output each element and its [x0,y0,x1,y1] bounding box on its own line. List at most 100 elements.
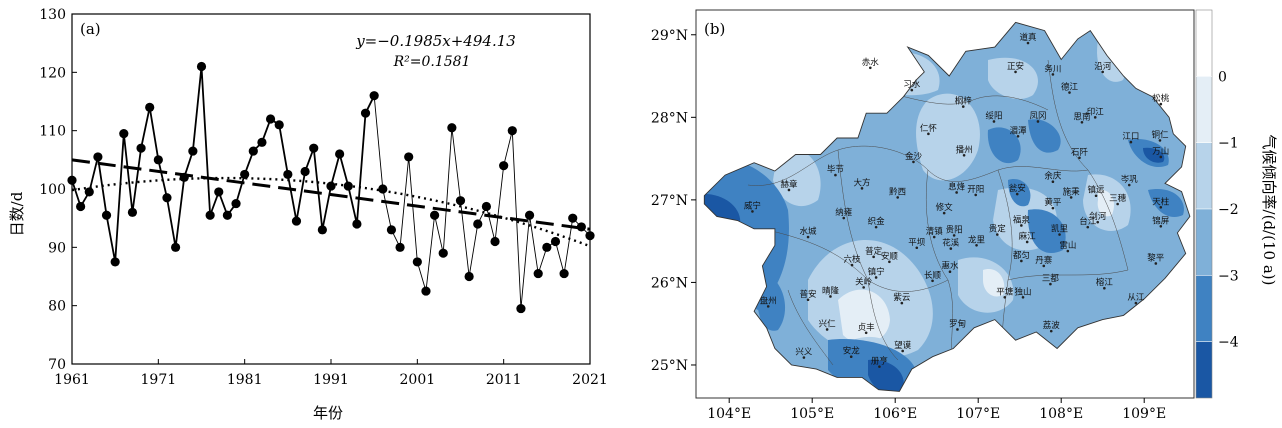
city-label: 凤冈 [1029,111,1046,121]
colorbar-band [1196,10,1212,77]
city-dot [1068,91,1071,94]
city-dot [1036,120,1040,123]
regression-equation: y=−0.1985x+494.13 [355,32,516,50]
x-tick-label: 2001 [400,372,436,388]
city-label: 三都 [1042,274,1060,284]
data-point [162,193,172,203]
x-tick-label: 2011 [486,372,522,388]
x-axis-label: 年份 [313,404,343,422]
data-point [214,187,224,197]
city-label: 镇远 [1088,185,1106,196]
city-label: 习水 [903,79,921,90]
x-tick-label: 1961 [54,372,90,388]
data-point [335,149,345,159]
data-point [524,210,535,220]
data-point [283,169,293,180]
y-tick-label: 120 [39,65,66,81]
city-dot [901,349,904,353]
data-point [464,271,474,282]
city-dot [931,279,934,283]
colorbar-tick-label: −1 [1218,136,1239,152]
city-dot [751,210,754,213]
data-point [507,126,517,136]
city-label: 织金 [868,216,886,227]
data-point [550,236,561,247]
city-dot [1159,155,1163,159]
city-dot [1158,139,1162,142]
x-tick-label: 2021 [572,372,608,388]
city-label: 安顺 [881,251,899,262]
data-point [179,172,189,182]
data-point [93,152,103,162]
data-point [473,219,483,229]
city-label: 锦屏 [1152,215,1170,226]
city-label: 龙里 [968,234,986,245]
city-dot [862,286,865,289]
city-label: 福泉 [1013,214,1031,225]
x-tick-label: 1981 [227,372,263,388]
city-dot [1159,224,1163,228]
city-dot [1021,295,1025,299]
city-dot [1096,220,1100,224]
city-dot [952,234,956,237]
city-dot [995,233,999,236]
city-dot [1069,196,1073,199]
city-label: 普定 [865,246,883,257]
lat-tick-label: 29°N [651,28,688,44]
data-point [378,184,388,194]
city-dot [927,132,930,136]
city-label: 瓮安 [1009,183,1026,194]
colorbar-band [1196,208,1212,276]
city-label: 余庆 [1044,171,1062,182]
city-dot [1020,259,1023,263]
city-dot [834,173,837,177]
data-point [145,102,155,112]
series-line-early [71,66,375,263]
data-point [222,210,232,220]
city-label: 金沙 [905,151,923,162]
city-dot [888,260,891,264]
city-label: 紫云 [893,293,911,303]
city-dot [1159,102,1163,106]
city-label: 台江 [1079,216,1097,227]
city-dot [850,263,854,267]
city-dot [829,295,832,298]
city-dot [1003,295,1007,299]
city-label: 毕节 [827,164,845,175]
city-label: 德江 [1061,82,1079,93]
city-label: 岑巩 [1121,174,1139,185]
city-dot [1025,240,1029,244]
colorbar-band [1196,275,1212,342]
city-label: 赤水 [862,57,880,68]
data-point [360,108,371,118]
city-label: 息烽 [948,181,966,192]
city-label: 普安 [800,289,817,300]
colorbar-label: 气候倾向率/(d/(10 a)) [1260,135,1278,286]
data-point [171,242,181,252]
colorbar-band [1196,142,1212,209]
panel-label-b: (b) [704,20,725,38]
city-label: 惠水 [941,261,959,272]
city-dot [806,235,810,239]
city-label: 罗甸 [949,318,966,329]
city-label: 六枝 [844,254,862,265]
data-point [542,242,552,252]
city-label: 铜仁 [1151,129,1169,140]
city-label: 剑河 [1089,211,1107,222]
data-point [119,128,129,139]
city-dot [1094,194,1098,198]
city-label: 晴隆 [822,285,840,296]
data-point [110,257,120,267]
data-point [188,146,198,156]
city-dot [1058,233,1061,236]
data-point [76,201,86,212]
data-point [438,248,448,258]
colorbar: 0 −1 −2 −3 −4 [1195,9,1239,399]
colorbar-tick-label: −2 [1218,202,1239,218]
city-label: 印江 [1087,106,1105,117]
city-dot [1101,70,1104,74]
data-point [395,242,405,252]
city-label: 水城 [800,226,818,237]
y-tick-label: 80 [48,299,66,315]
city-label: 贵定 [989,224,1007,235]
